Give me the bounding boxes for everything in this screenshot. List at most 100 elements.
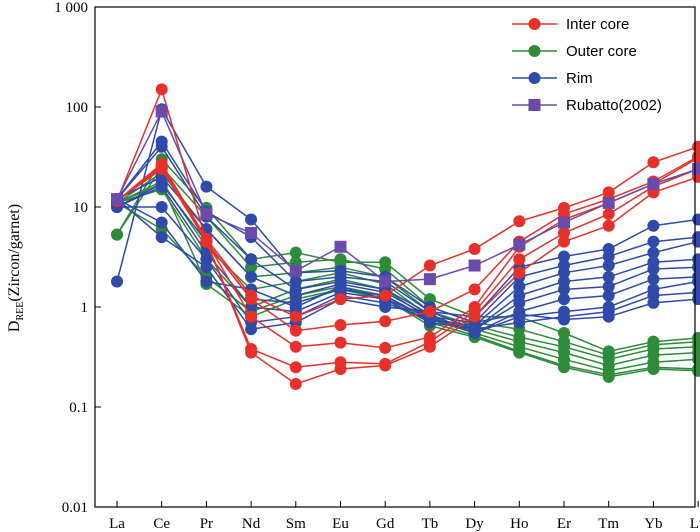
data-point	[245, 213, 258, 226]
plot-content	[111, 83, 700, 390]
data-point	[692, 150, 700, 163]
data-point	[245, 323, 258, 336]
data-point	[423, 331, 436, 344]
legend-item: Inter core	[512, 16, 629, 33]
data-point	[111, 193, 123, 206]
data-point	[155, 157, 168, 170]
x-tick-label: Ho	[510, 516, 528, 532]
data-point	[602, 208, 615, 221]
data-point	[602, 289, 615, 302]
x-tick-label: Eu	[332, 516, 349, 532]
data-point	[513, 305, 526, 318]
data-point	[468, 259, 481, 272]
data-point	[379, 341, 392, 354]
data-point	[245, 343, 258, 356]
data-point	[334, 356, 347, 369]
data-point	[245, 270, 258, 283]
data-point	[200, 180, 213, 193]
data-point	[558, 275, 570, 288]
y-axis: 0.01 0.1 1 10 100 1 000	[54, 0, 101, 516]
data-point	[558, 305, 570, 318]
series-line	[116, 109, 699, 283]
data-point	[602, 219, 615, 232]
data-point	[513, 266, 526, 279]
data-point	[334, 336, 347, 349]
series-line	[117, 206, 699, 327]
data-point	[692, 213, 700, 226]
plot-frame	[94, 6, 696, 508]
data-point	[334, 293, 347, 306]
legend-marker	[528, 99, 541, 111]
data-point	[647, 235, 660, 248]
series-line	[116, 183, 699, 378]
x-tick-label: Tm	[598, 516, 619, 532]
data-point	[200, 275, 213, 288]
data-point	[602, 196, 615, 209]
data-point	[692, 353, 700, 366]
data-point	[692, 364, 700, 377]
y-tick-label: 0.1	[69, 400, 88, 416]
data-point	[379, 301, 392, 313]
data-point	[647, 362, 660, 375]
data-point	[334, 240, 347, 253]
series-line	[116, 145, 699, 334]
data-point	[155, 231, 168, 244]
data-point	[245, 226, 258, 239]
data-point	[558, 250, 570, 263]
legend-label: Rim	[566, 70, 593, 87]
data-point	[334, 319, 347, 332]
data-point	[558, 293, 570, 306]
data-point	[379, 315, 392, 328]
data-point	[513, 238, 526, 251]
data-point	[423, 305, 436, 318]
data-point	[558, 201, 570, 214]
x-tick-label: Tb	[422, 516, 439, 532]
data-point	[647, 219, 660, 232]
data-point	[602, 259, 615, 272]
data-point	[602, 243, 615, 256]
series-rubatto-2002-	[111, 105, 700, 288]
data-point	[602, 370, 615, 383]
data-point	[558, 326, 570, 339]
x-tick-label: Gd	[376, 516, 395, 532]
x-tick-label: Sm	[286, 516, 306, 532]
data-point	[155, 201, 168, 213]
data-point	[379, 289, 392, 302]
data-point	[245, 310, 258, 323]
data-point	[558, 259, 570, 272]
data-point	[155, 140, 168, 153]
data-point	[289, 340, 302, 353]
data-point	[155, 216, 168, 229]
series-line	[116, 107, 699, 324]
data-point	[647, 246, 660, 259]
data-point	[289, 377, 302, 390]
data-point	[647, 256, 660, 269]
y-axis-title-main: D	[6, 321, 23, 333]
x-tick-label: Nd	[242, 516, 261, 532]
x-tick-label: Yb	[644, 516, 662, 532]
y-tick-label: 1	[81, 300, 89, 316]
y-axis-title: DREE(Zircon/garnet)	[6, 204, 26, 332]
data-point	[289, 264, 302, 277]
legend-label: Inter core	[566, 16, 629, 33]
data-point	[647, 177, 660, 190]
series-line	[116, 198, 699, 331]
data-point	[468, 283, 481, 296]
data-point	[245, 253, 258, 266]
data-point	[513, 289, 526, 302]
legend: Inter core Outer core Rim Rubatto(2002)	[512, 16, 662, 114]
data-point	[558, 361, 570, 374]
y-tick-label: 0.01	[62, 500, 88, 516]
data-point	[692, 162, 700, 175]
legend-item: Outer core	[512, 43, 637, 60]
data-point	[289, 301, 302, 313]
data-point	[379, 357, 392, 370]
data-point	[558, 235, 570, 248]
data-point	[558, 226, 570, 239]
y-tick-label: 10	[73, 200, 88, 216]
data-point	[602, 301, 615, 313]
data-point	[245, 289, 258, 302]
data-point	[692, 270, 700, 283]
x-tick-label: Dy	[465, 516, 484, 532]
